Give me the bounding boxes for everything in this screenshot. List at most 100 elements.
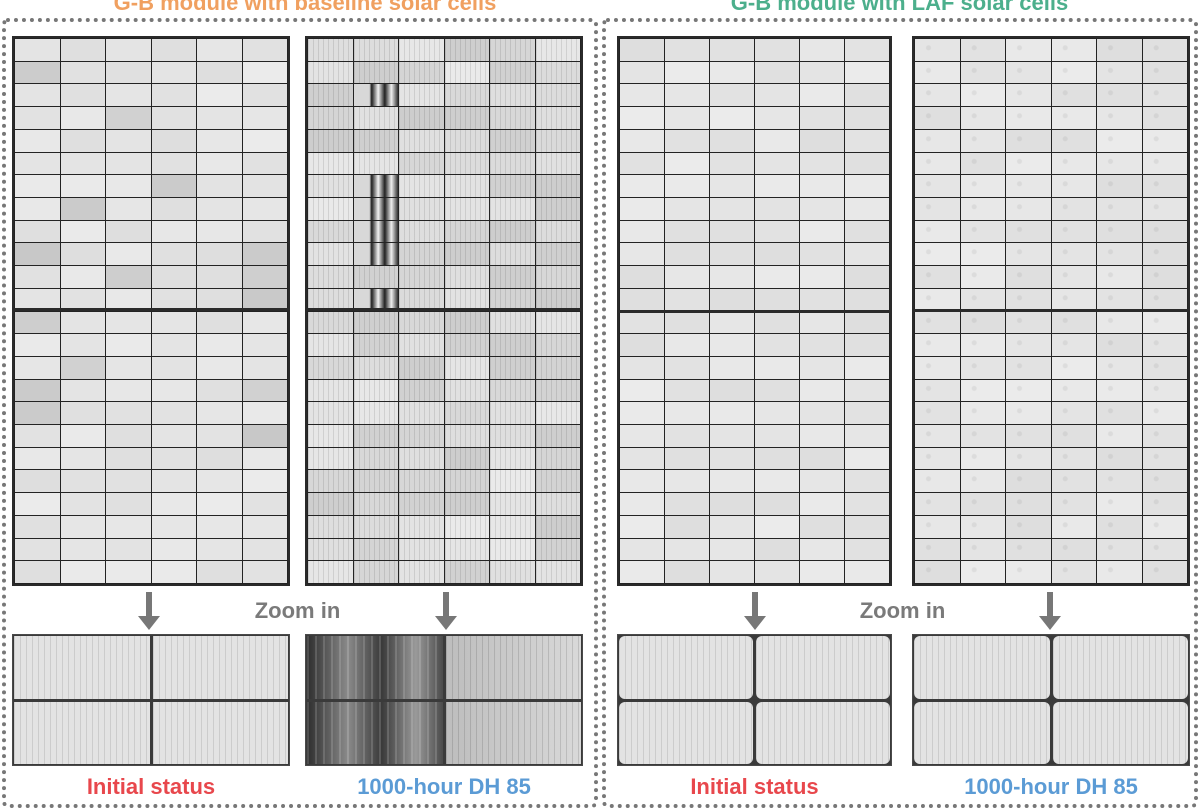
solar-cell <box>60 334 105 356</box>
solar-cell <box>308 379 353 402</box>
solar-cell <box>620 425 664 447</box>
solar-cell <box>1097 266 1142 288</box>
solar-cell <box>1142 379 1187 402</box>
solar-cell <box>15 288 60 311</box>
solar-cell <box>308 311 353 334</box>
solar-cell <box>845 61 889 84</box>
solar-cell <box>242 493 287 515</box>
solar-cell <box>710 175 754 197</box>
solar-cell <box>197 334 242 356</box>
solar-cell <box>845 447 889 470</box>
solar-cell <box>444 107 489 129</box>
solar-cell <box>1006 243 1051 266</box>
solar-cell <box>1051 311 1096 334</box>
solar-cell <box>106 538 151 561</box>
solar-cell <box>197 129 242 152</box>
solar-cell <box>800 197 844 220</box>
solar-cell <box>399 107 444 129</box>
solar-cell <box>710 447 754 470</box>
solar-cell <box>197 402 242 425</box>
solar-cell <box>1097 447 1142 470</box>
solar-cell <box>151 266 196 288</box>
solar-cell <box>106 243 151 266</box>
solar-cell <box>915 356 960 379</box>
solar-cell <box>915 561 960 583</box>
solar-cell <box>353 493 398 515</box>
solar-cell <box>353 379 398 402</box>
solar-cell <box>151 84 196 107</box>
solar-cell <box>665 61 709 84</box>
solar-cell <box>845 470 889 493</box>
solar-cell <box>1097 129 1142 152</box>
solar-cell <box>665 538 709 561</box>
solar-cell <box>755 334 799 356</box>
solar-cell <box>308 356 353 379</box>
solar-cell <box>800 61 844 84</box>
solar-cell <box>1097 425 1142 447</box>
solar-cell <box>1006 129 1051 152</box>
solar-cell <box>242 266 287 288</box>
solar-cell <box>620 84 664 107</box>
solar-cell <box>444 243 489 266</box>
solar-cell <box>845 266 889 288</box>
solar-cell <box>15 220 60 243</box>
solar-cell <box>1006 356 1051 379</box>
solar-cell <box>197 175 242 197</box>
solar-cell <box>1051 152 1096 175</box>
solar-cell <box>665 39 709 61</box>
solar-cell <box>800 356 844 379</box>
solar-cell <box>444 311 489 334</box>
solar-cell <box>1097 311 1142 334</box>
solar-cell <box>308 220 353 243</box>
solar-cell <box>106 311 151 334</box>
laf-aged-junction-line <box>912 309 1190 312</box>
solar-cell <box>197 561 242 583</box>
solar-cell <box>399 39 444 61</box>
solar-cell <box>1051 39 1096 61</box>
solar-cell <box>60 515 105 538</box>
solar-cell <box>800 425 844 447</box>
solar-cell <box>1006 515 1051 538</box>
solar-cell <box>710 243 754 266</box>
solar-cell <box>308 107 353 129</box>
solar-cell <box>535 447 580 470</box>
solar-cell <box>1097 402 1142 425</box>
solar-cell <box>535 288 580 311</box>
solar-cell <box>15 152 60 175</box>
solar-cell <box>845 107 889 129</box>
solar-cell <box>1051 129 1096 152</box>
solar-cell <box>1097 152 1142 175</box>
solar-cell <box>106 220 151 243</box>
solar-cell <box>15 447 60 470</box>
solar-cell <box>845 402 889 425</box>
solar-cell <box>1051 243 1096 266</box>
solar-cell <box>399 379 444 402</box>
solar-cell <box>535 197 580 220</box>
solar-cell <box>1142 538 1187 561</box>
solar-cell <box>960 425 1005 447</box>
solar-cell <box>353 61 398 84</box>
solar-cell <box>535 107 580 129</box>
solar-cell <box>151 356 196 379</box>
solar-cell <box>710 129 754 152</box>
solar-cell <box>15 311 60 334</box>
solar-cell <box>490 561 535 583</box>
solar-cell <box>15 39 60 61</box>
solar-cell <box>197 220 242 243</box>
solar-cell <box>960 538 1005 561</box>
solar-cell <box>353 288 398 311</box>
solar-cell <box>710 84 754 107</box>
solar-cell <box>755 311 799 334</box>
solar-cell <box>1006 197 1051 220</box>
solar-cell <box>242 288 287 311</box>
solar-cell <box>755 152 799 175</box>
solar-cell <box>1097 61 1142 84</box>
solar-cell <box>151 220 196 243</box>
solar-cell <box>197 197 242 220</box>
solar-cell <box>106 356 151 379</box>
solar-cell <box>308 129 353 152</box>
solar-cell <box>710 220 754 243</box>
solar-cell <box>490 493 535 515</box>
solar-cell <box>490 402 535 425</box>
solar-cell <box>915 39 960 61</box>
